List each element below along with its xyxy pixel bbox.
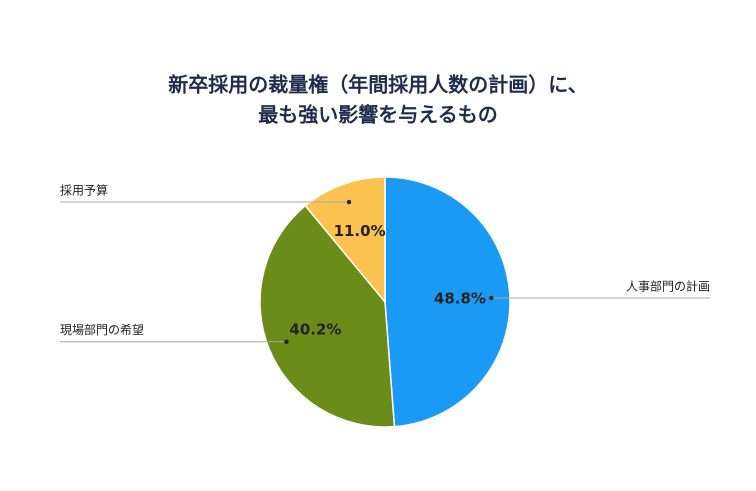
leader-dot <box>284 339 289 344</box>
leader-dot <box>488 295 494 301</box>
category-label: 採用予算 <box>60 183 108 198</box>
value-label: 48.8% <box>434 290 486 308</box>
pie-slice <box>304 176 386 305</box>
pie-slice <box>384 176 511 428</box>
category-label: 人事部門の計画 <box>626 278 710 293</box>
chart-title: 新卒採用の裁量権（年間採用人数の計画）に、 <box>168 73 587 97</box>
pie-slice <box>259 204 396 428</box>
category-label: 現場部門の希望 <box>60 322 144 337</box>
chart-title: 最も強い影響を与えるもの <box>258 103 497 127</box>
value-label: 40.2% <box>289 321 341 339</box>
value-label: 11.0% <box>334 222 386 240</box>
leader-dot <box>346 199 352 205</box>
